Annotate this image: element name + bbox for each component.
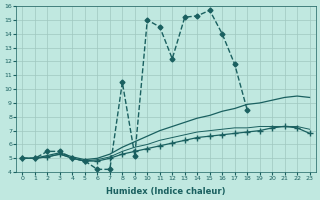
X-axis label: Humidex (Indice chaleur): Humidex (Indice chaleur) — [106, 187, 226, 196]
